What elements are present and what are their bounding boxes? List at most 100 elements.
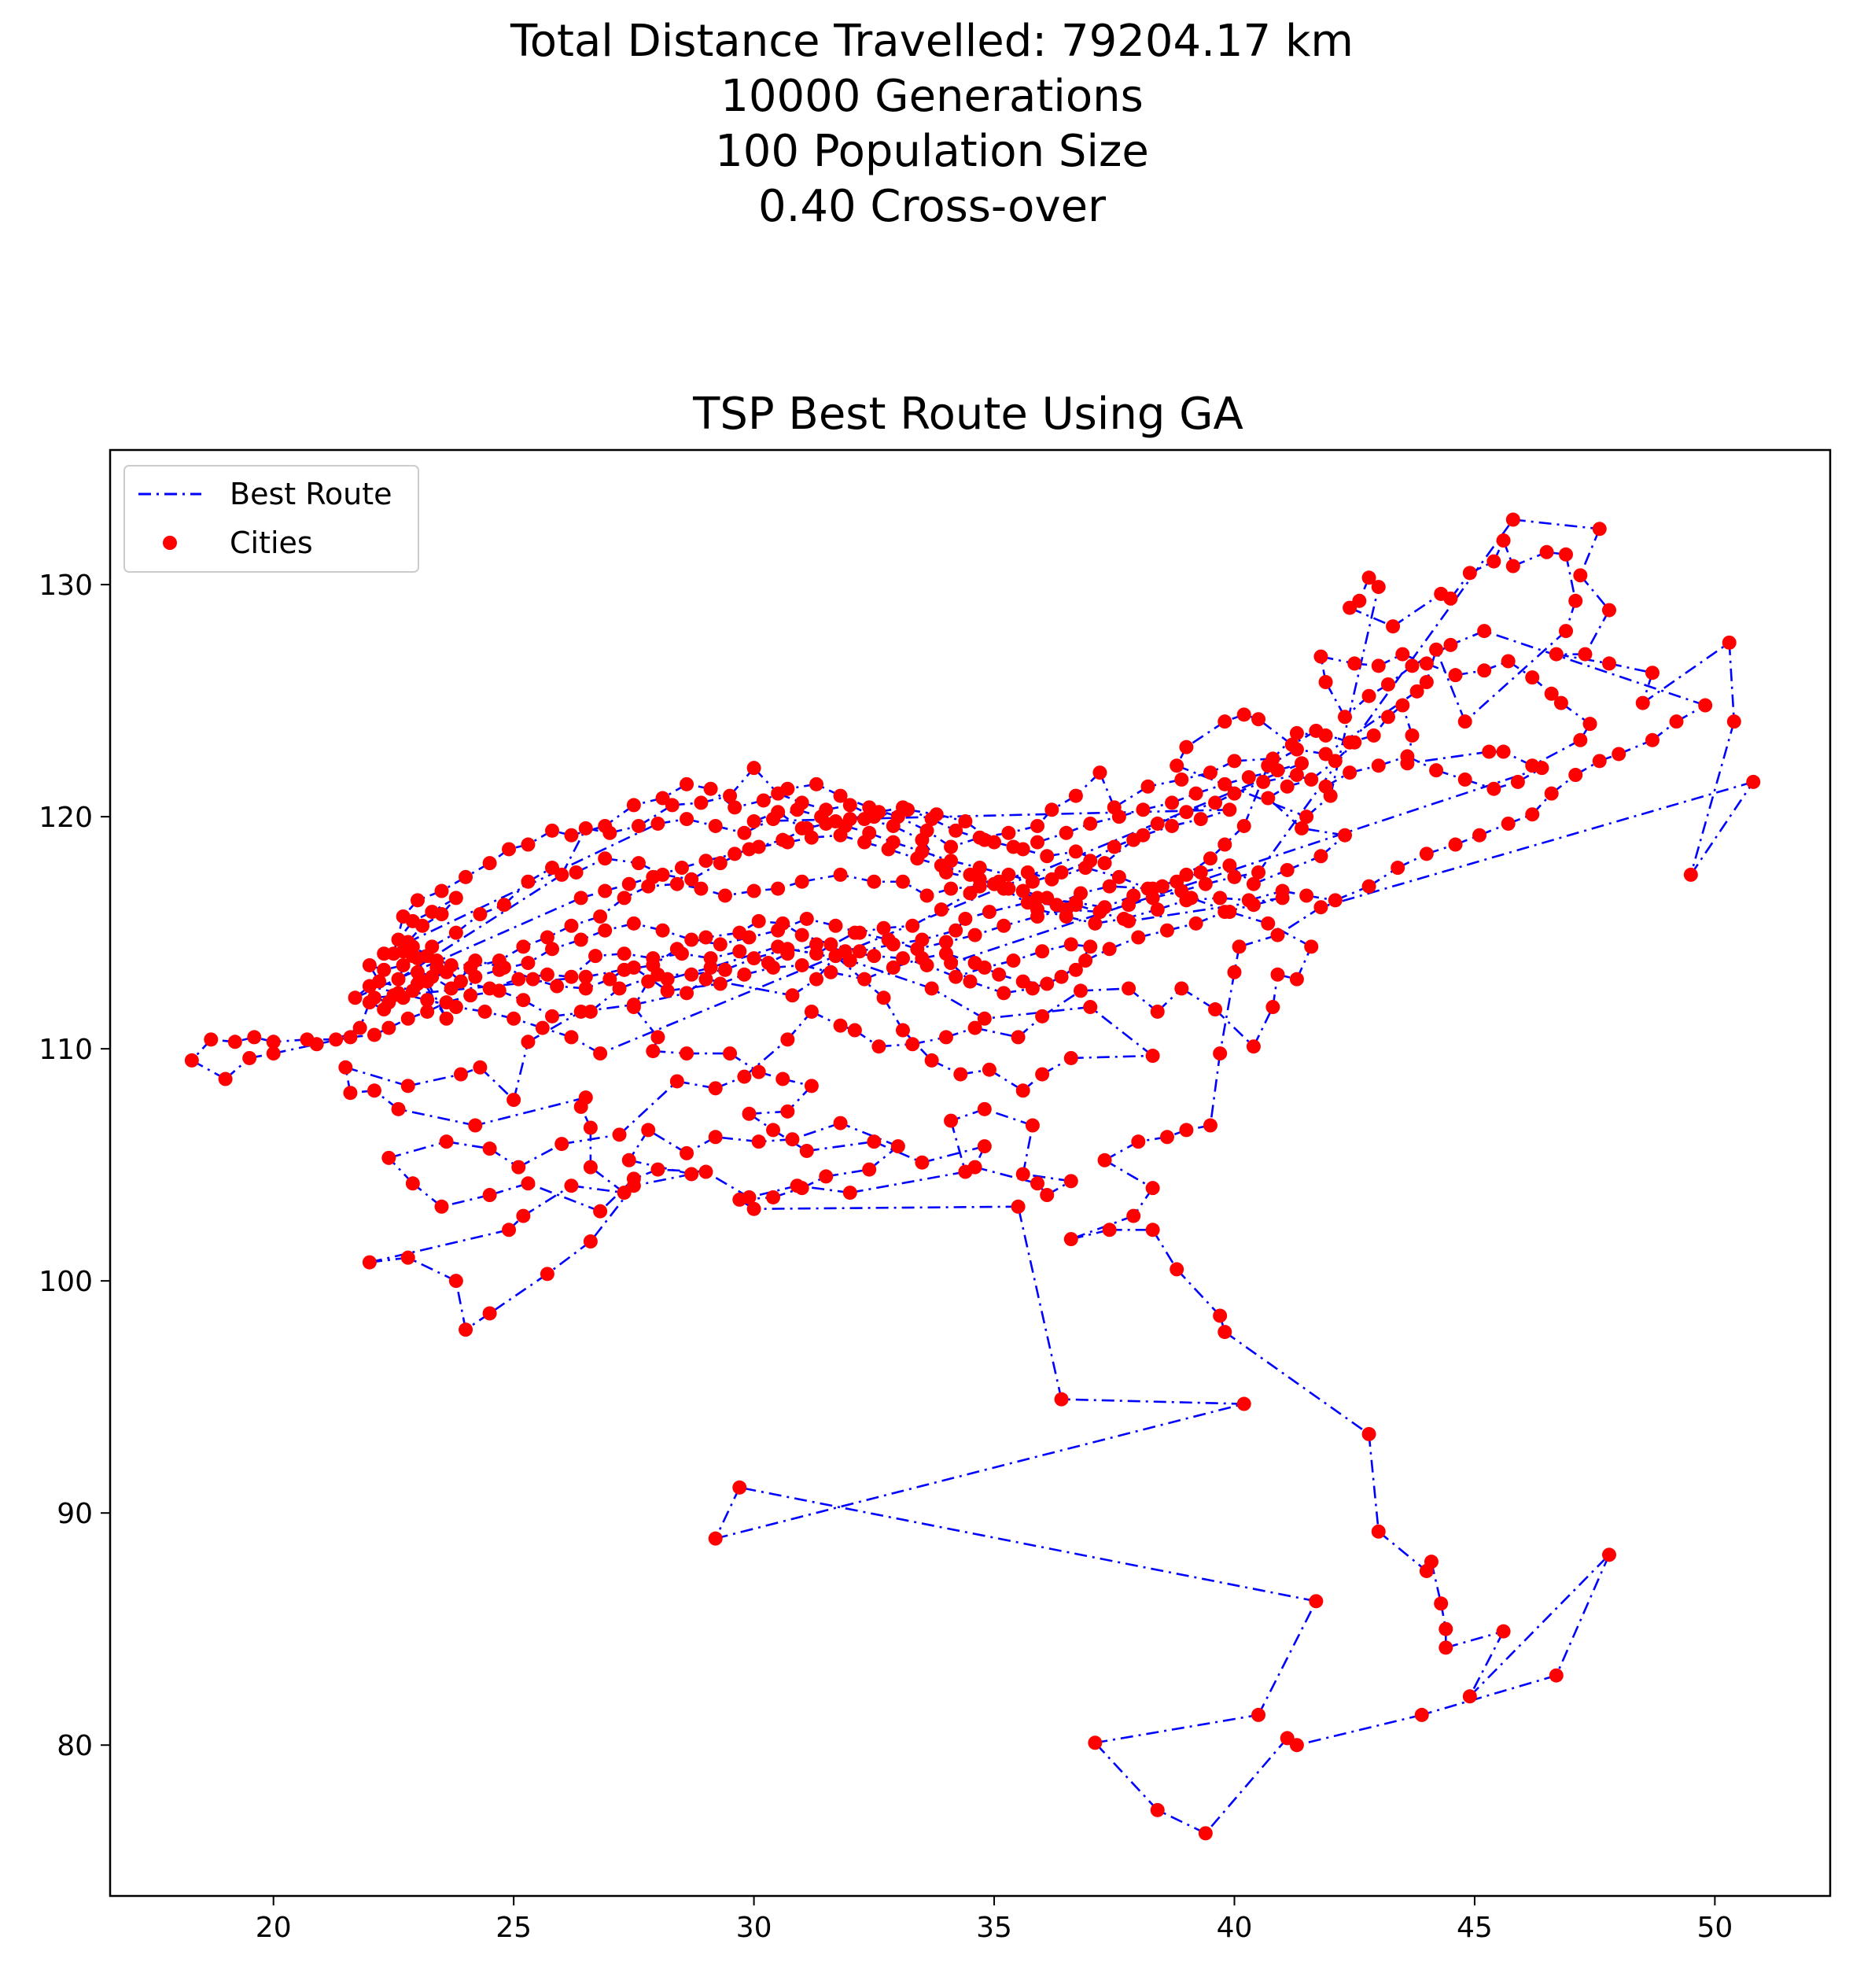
city-point <box>1371 758 1386 773</box>
city-point <box>1361 570 1376 585</box>
city-point <box>502 1223 517 1237</box>
city-point <box>852 944 867 959</box>
city-point <box>598 851 613 866</box>
city-point <box>367 1083 381 1098</box>
city-point <box>482 1306 497 1321</box>
city-point <box>516 993 531 1008</box>
city-point <box>1328 893 1343 908</box>
city-point <box>1280 862 1295 877</box>
city-point <box>1366 728 1381 743</box>
route-segment <box>547 1240 591 1275</box>
route-segment <box>647 1129 687 1155</box>
route-segment <box>1176 1268 1221 1317</box>
city-point <box>1380 677 1395 692</box>
y-tick-label: 90 <box>57 1498 93 1530</box>
city-point <box>766 1123 781 1138</box>
route-segment <box>1267 922 1312 948</box>
city-point <box>1102 942 1117 957</box>
city-point <box>1371 580 1386 595</box>
route-segment <box>571 1184 624 1194</box>
city-point <box>1309 723 1324 738</box>
city-point <box>1208 795 1223 810</box>
city-point <box>703 951 718 966</box>
route-segment <box>474 1096 587 1127</box>
city-point <box>819 816 834 831</box>
city-point <box>886 818 901 833</box>
city-point <box>626 960 641 975</box>
city-point <box>516 1208 531 1223</box>
city-point <box>468 1118 483 1133</box>
city-point <box>1275 891 1290 905</box>
legend: Best Route Cities <box>123 465 419 573</box>
route-segment <box>388 1140 447 1160</box>
city-point <box>680 812 694 827</box>
city-point <box>1213 1308 1228 1323</box>
city-point <box>564 969 579 984</box>
city-point <box>439 1134 454 1149</box>
city-point <box>1289 742 1304 757</box>
route-segment <box>1022 1173 1071 1182</box>
city-point <box>723 1046 738 1061</box>
city-point <box>598 883 613 898</box>
city-point <box>944 881 959 896</box>
city-point <box>1011 1199 1026 1214</box>
city-point <box>823 937 838 952</box>
city-point <box>1179 1123 1194 1138</box>
city-point <box>1217 1325 1232 1340</box>
route-segment <box>446 1140 490 1150</box>
city-point <box>391 932 406 947</box>
city-point <box>1097 856 1112 871</box>
city-point <box>1698 698 1713 713</box>
city-point <box>771 923 786 938</box>
city-point <box>598 923 613 938</box>
city-point <box>1068 962 1083 977</box>
city-point <box>669 876 684 891</box>
city-point <box>521 837 536 852</box>
route-segment <box>1368 1433 1380 1532</box>
route-segment <box>806 1140 875 1153</box>
city-point <box>343 1030 358 1045</box>
city-point <box>1405 658 1420 673</box>
city-point <box>405 913 420 928</box>
city-point <box>352 1020 367 1035</box>
city-point <box>1299 888 1314 903</box>
x-axis-ticks: 20 25 30 35 40 45 50 <box>256 1896 1733 1944</box>
city-point <box>1361 688 1376 703</box>
route-segment <box>633 992 687 1006</box>
city-point <box>1030 1176 1045 1191</box>
route-segment <box>633 1173 692 1187</box>
city-point <box>674 861 689 876</box>
city-point <box>924 812 939 827</box>
city-point <box>1510 774 1525 789</box>
city-point <box>804 1079 819 1094</box>
city-point <box>1722 635 1737 650</box>
city-point <box>1136 802 1151 817</box>
city-point <box>650 1162 665 1177</box>
city-point <box>1568 768 1583 783</box>
route-segment <box>1214 1009 1254 1048</box>
city-point <box>1683 867 1698 882</box>
city-point <box>1246 898 1261 913</box>
route-segment <box>1579 574 1610 611</box>
city-point <box>391 986 406 1001</box>
city-point <box>617 1186 632 1201</box>
city-point <box>410 964 425 979</box>
city-point <box>1001 881 1016 896</box>
city-point <box>1188 916 1203 931</box>
city-point <box>780 1032 795 1047</box>
route-segment <box>849 959 933 990</box>
city-point <box>1054 865 1069 880</box>
legend-route-label: Best Route <box>230 477 392 511</box>
city-point <box>540 967 554 982</box>
city-point <box>972 879 987 894</box>
city-point <box>1270 763 1285 778</box>
city-point <box>1592 754 1607 769</box>
city-point <box>646 1044 661 1059</box>
city-point <box>751 1134 766 1149</box>
city-point <box>1150 902 1165 917</box>
route-segment <box>1095 1713 1259 1744</box>
city-point <box>713 856 728 871</box>
route-segment <box>1209 1053 1221 1126</box>
city-point <box>1246 876 1261 891</box>
city-point <box>1001 825 1016 840</box>
